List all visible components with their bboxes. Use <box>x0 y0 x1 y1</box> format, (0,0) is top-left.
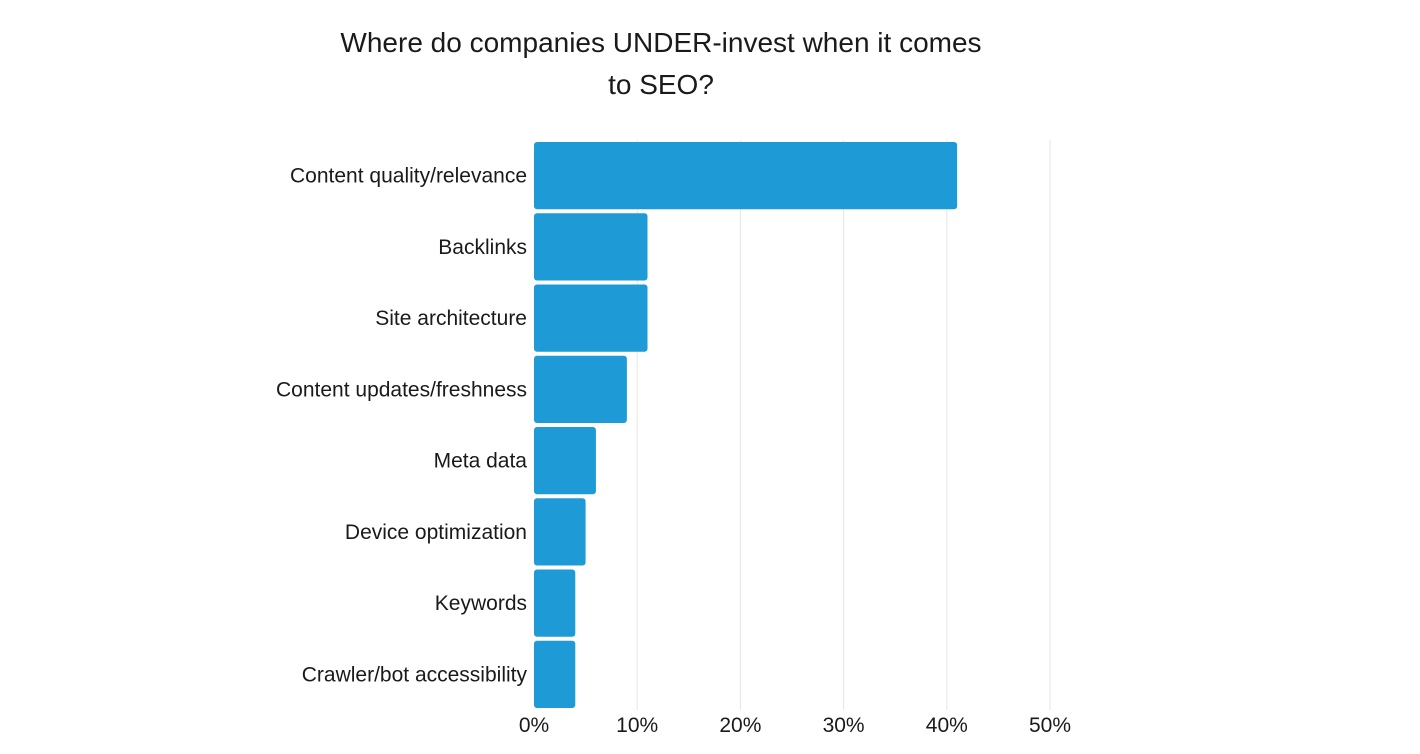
x-tick-label: 40% <box>926 714 968 737</box>
bar <box>534 569 576 637</box>
bar <box>534 640 576 708</box>
category-label: Crawler/bot accessibility <box>302 663 528 686</box>
category-label: Content updates/freshness <box>276 378 527 401</box>
bar <box>534 427 596 495</box>
category-label: Meta data <box>434 450 528 473</box>
bar <box>534 213 648 281</box>
bar <box>534 284 648 352</box>
x-tick-label: 50% <box>1029 714 1071 737</box>
x-tick-label: 0% <box>519 714 549 737</box>
chart-title-line-1: Where do companies UNDER-invest when it … <box>340 27 981 58</box>
category-label: Backlinks <box>438 236 527 259</box>
category-label: Device optimization <box>345 521 527 544</box>
category-label: Keywords <box>435 592 527 615</box>
bar <box>534 142 958 210</box>
x-tick-label: 30% <box>823 714 865 737</box>
category-labels: Content quality/relevance Backlinks Site a… <box>276 165 527 687</box>
bar <box>534 355 627 423</box>
x-axis-tick-labels: 0% 10% 20% 30% 40% 50% <box>519 714 1071 737</box>
category-label: Content quality/relevance <box>290 165 527 188</box>
x-tick-label: 10% <box>616 714 658 737</box>
bar <box>534 498 586 566</box>
category-label: Site architecture <box>375 307 527 330</box>
bars <box>534 142 958 708</box>
chart-title-line-2: to SEO? <box>608 69 714 100</box>
x-tick-label: 20% <box>719 714 761 737</box>
gridlines <box>636 140 1051 710</box>
